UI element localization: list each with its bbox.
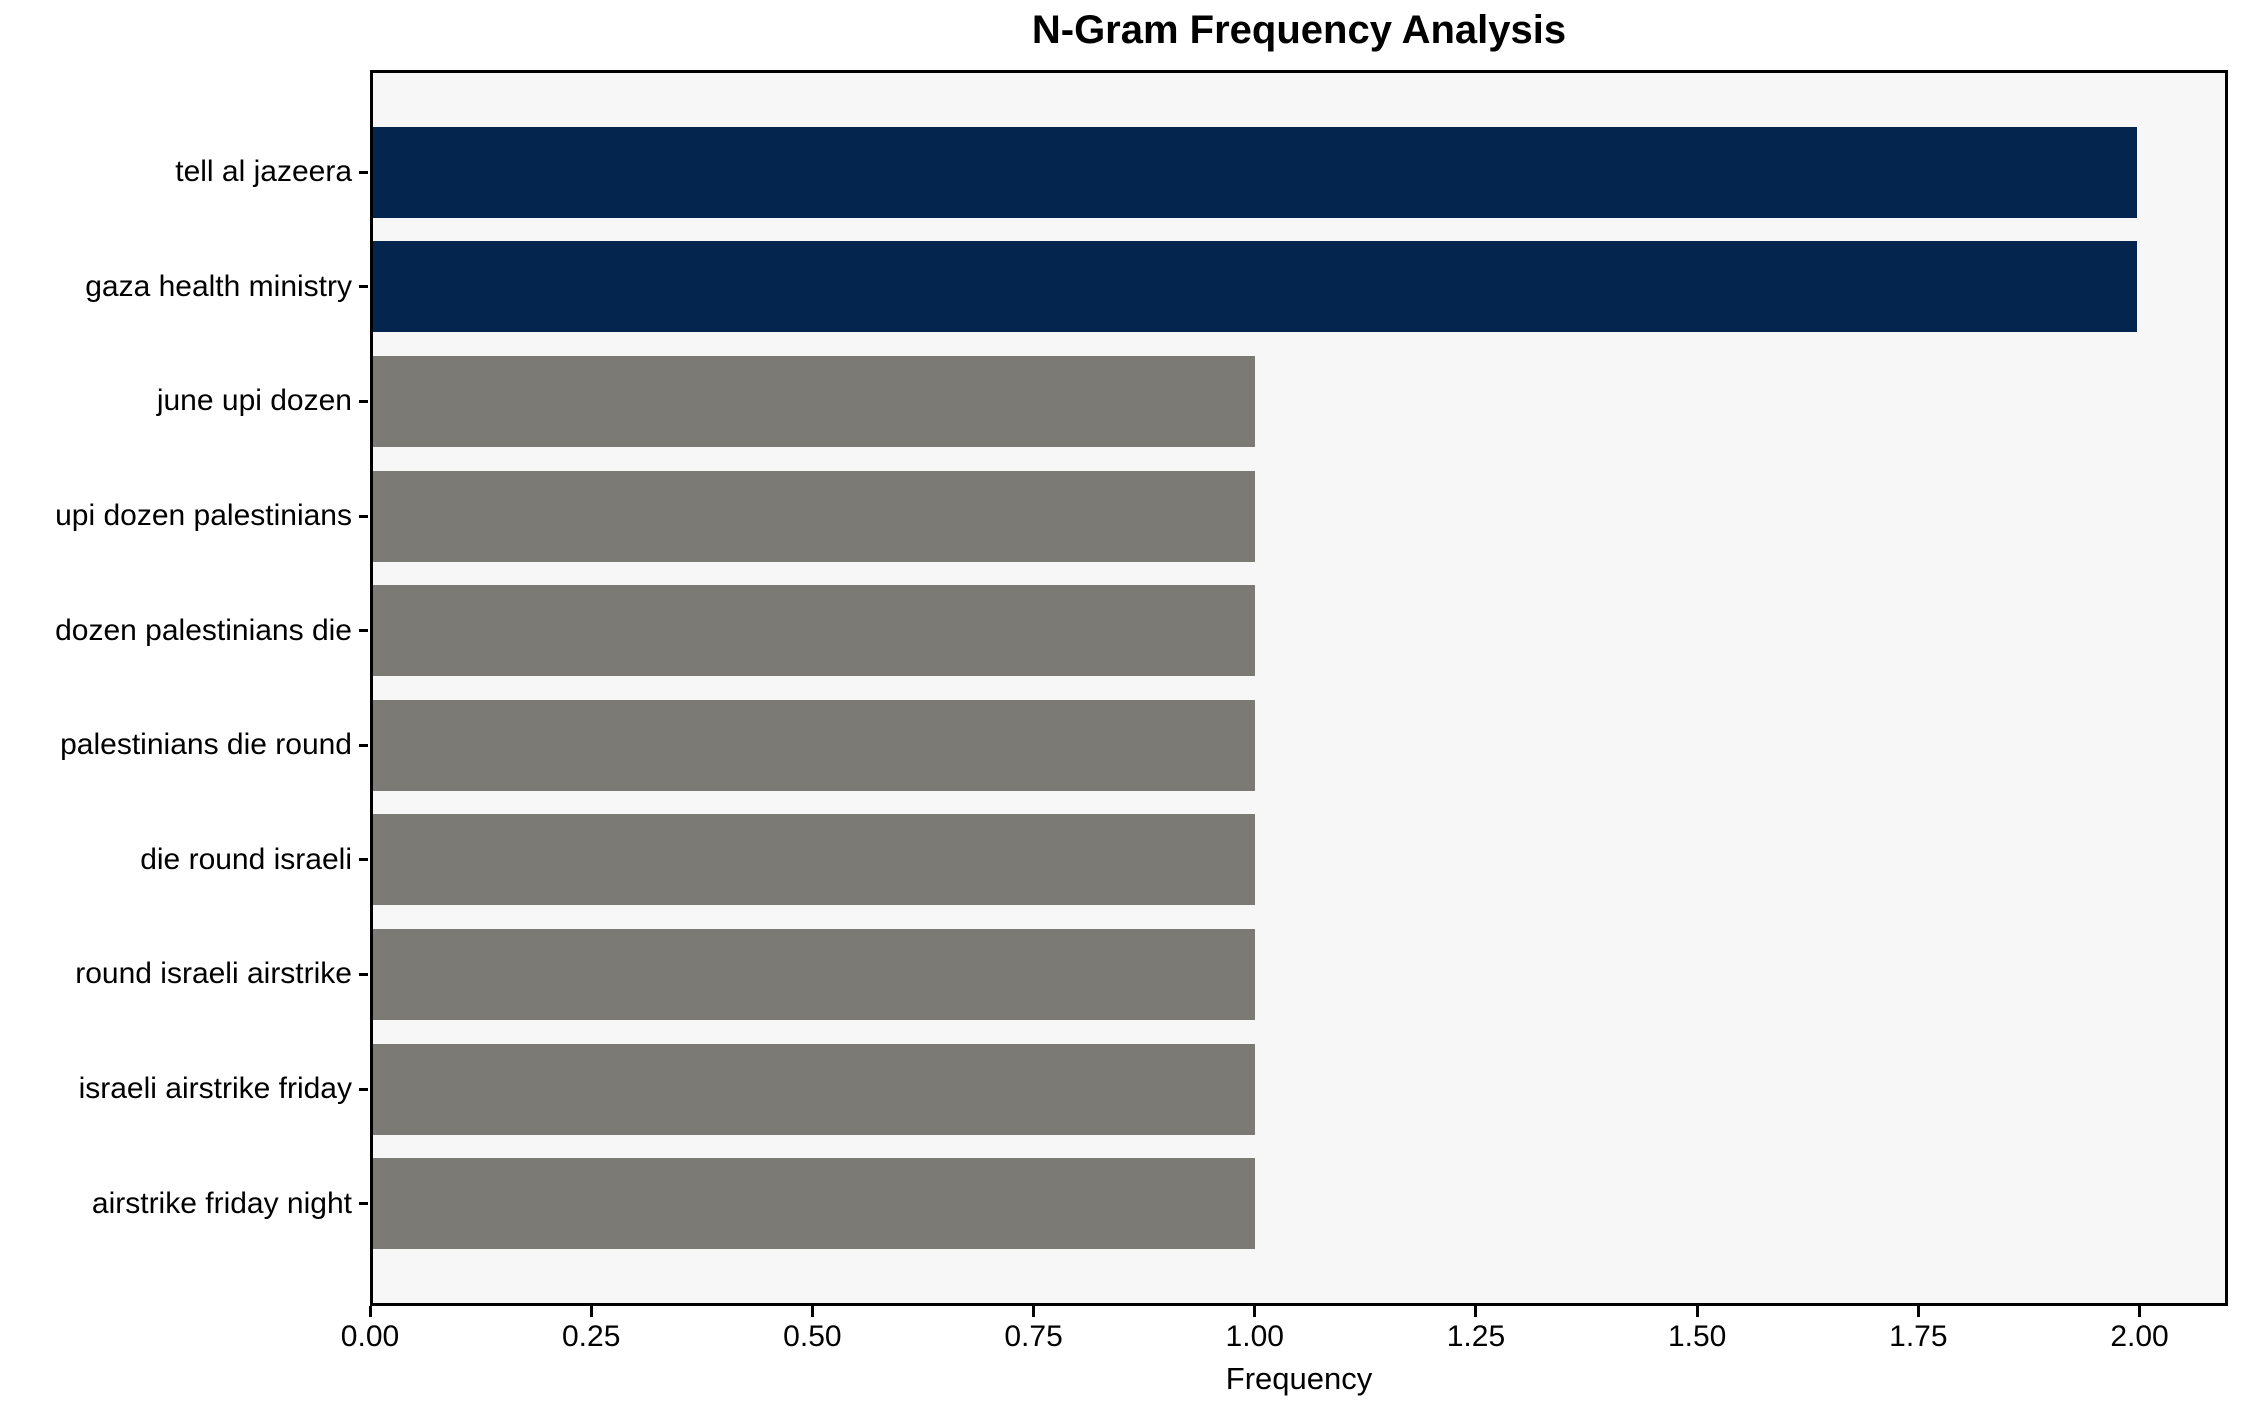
y-tick-label: round israeli airstrike xyxy=(75,957,352,991)
y-label-row: israeli airstrike friday xyxy=(0,1032,368,1147)
y-axis: tell al jazeera gaza health ministry june … xyxy=(0,70,368,1306)
bar-row xyxy=(373,230,2225,345)
x-tick-label: 2.00 xyxy=(2110,1320,2169,1353)
y-tick-mark xyxy=(359,1202,368,1206)
plot-area xyxy=(370,70,2228,1306)
x-axis xyxy=(368,1306,2228,1318)
y-label-row: die round israeli xyxy=(0,803,368,918)
y-label-row: gaza health ministry xyxy=(0,230,368,345)
x-axis-label: Frequency xyxy=(1225,1361,1373,1396)
bar-row xyxy=(373,344,2225,459)
y-tick-label: june upi dozen xyxy=(156,384,352,418)
y-tick-mark xyxy=(359,972,368,976)
bar xyxy=(373,1158,1255,1250)
y-tick-label: tell al jazeera xyxy=(175,155,352,189)
x-tick-labels: 0.00 0.25 0.50 0.75 1.00 1.25 1.50 1.75 2.00 xyxy=(341,1320,2228,1356)
x-tick-label: 0.25 xyxy=(561,1320,621,1353)
x-tick-mark xyxy=(810,1306,814,1317)
bar xyxy=(373,1043,1255,1135)
y-tick-label: israeli airstrike friday xyxy=(78,1072,352,1106)
bar-row xyxy=(373,1146,2225,1261)
x-tick-label: 0.50 xyxy=(783,1320,842,1353)
y-tick-mark xyxy=(359,1087,368,1091)
x-tick-label: 1.75 xyxy=(1889,1320,1948,1353)
bar-row xyxy=(373,1032,2225,1147)
x-tick-mark xyxy=(1253,1306,1257,1317)
chart-title: N-Gram Frequency Analysis xyxy=(1031,8,1567,52)
bar-row xyxy=(373,917,2225,1032)
y-label-row: tell al jazeera xyxy=(0,115,368,230)
y-tick-mark xyxy=(359,743,368,747)
y-tick-mark xyxy=(359,858,368,862)
bar xyxy=(373,126,2137,218)
x-tick-mark xyxy=(589,1306,593,1317)
x-tick-label: 1.25 xyxy=(1446,1320,1506,1353)
y-tick-label: airstrike friday night xyxy=(91,1186,352,1220)
x-tick-label: 0.75 xyxy=(1004,1320,1063,1353)
x-tick-mark xyxy=(1916,1306,1920,1317)
x-tick-label: 0.00 xyxy=(340,1320,400,1353)
bar xyxy=(373,355,1255,447)
y-label-row: airstrike friday night xyxy=(0,1146,368,1261)
y-label-row: round israeli airstrike xyxy=(0,917,368,1032)
bar xyxy=(373,699,1255,791)
y-tick-label: dozen palestinians die xyxy=(55,613,352,647)
y-tick-mark xyxy=(359,629,368,633)
x-tick-mark xyxy=(2138,1306,2142,1317)
y-tick-mark xyxy=(359,170,368,174)
x-tick-mark xyxy=(1474,1306,1478,1317)
y-tick-label: palestinians die round xyxy=(60,728,352,762)
bar xyxy=(373,585,1255,677)
y-tick-mark xyxy=(359,514,368,518)
y-label-row: palestinians die round xyxy=(0,688,368,803)
x-tick-label: 1.50 xyxy=(1667,1320,1727,1353)
bar-row xyxy=(373,688,2225,803)
bar-row xyxy=(373,459,2225,574)
bar xyxy=(373,928,1255,1020)
y-tick-label: gaza health ministry xyxy=(85,269,352,303)
y-label-row: dozen palestinians die xyxy=(0,573,368,688)
x-tick-mark xyxy=(1032,1306,1036,1317)
x-tick-label: 1.00 xyxy=(1225,1320,1284,1353)
bar xyxy=(373,241,2137,333)
bar-row xyxy=(373,573,2225,688)
x-tick-mark xyxy=(1695,1306,1699,1317)
y-tick-label: die round israeli xyxy=(140,842,352,876)
y-tick-label: upi dozen palestinians xyxy=(55,499,352,533)
bar-row xyxy=(373,115,2225,230)
y-label-row: upi dozen palestinians xyxy=(0,459,368,574)
y-tick-mark xyxy=(359,399,368,403)
bar xyxy=(373,814,1255,906)
bar-row xyxy=(373,803,2225,918)
y-label-row: june upi dozen xyxy=(0,344,368,459)
x-tick-mark xyxy=(368,1306,372,1317)
bar xyxy=(373,470,1255,562)
y-tick-mark xyxy=(359,285,368,289)
